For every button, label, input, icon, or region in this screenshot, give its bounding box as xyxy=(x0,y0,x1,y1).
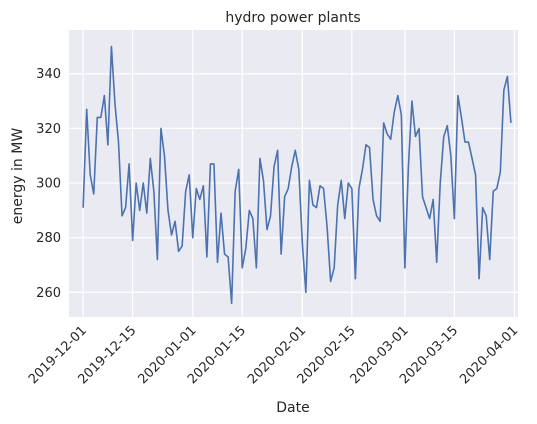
plot-area xyxy=(69,30,518,317)
y-axis-label: energy in MW xyxy=(10,128,26,225)
y-tick-label: 320 xyxy=(36,122,61,137)
y-tick-label: 340 xyxy=(36,67,61,82)
chart-title: hydro power plants xyxy=(225,10,360,26)
y-axis-ticks: 260 280 300 320 340 xyxy=(36,67,61,301)
x-axis-ticks: 2019-12-012019-12-152020-01-012020-01-15… xyxy=(26,323,521,387)
y-tick-label: 280 xyxy=(36,231,61,246)
x-tick-label: 2020-04-01 xyxy=(457,323,521,387)
y-tick-label: 300 xyxy=(36,177,61,192)
series-line xyxy=(82,45,512,305)
x-axis-label: Date xyxy=(276,400,309,416)
y-tick-label: 260 xyxy=(36,286,61,301)
